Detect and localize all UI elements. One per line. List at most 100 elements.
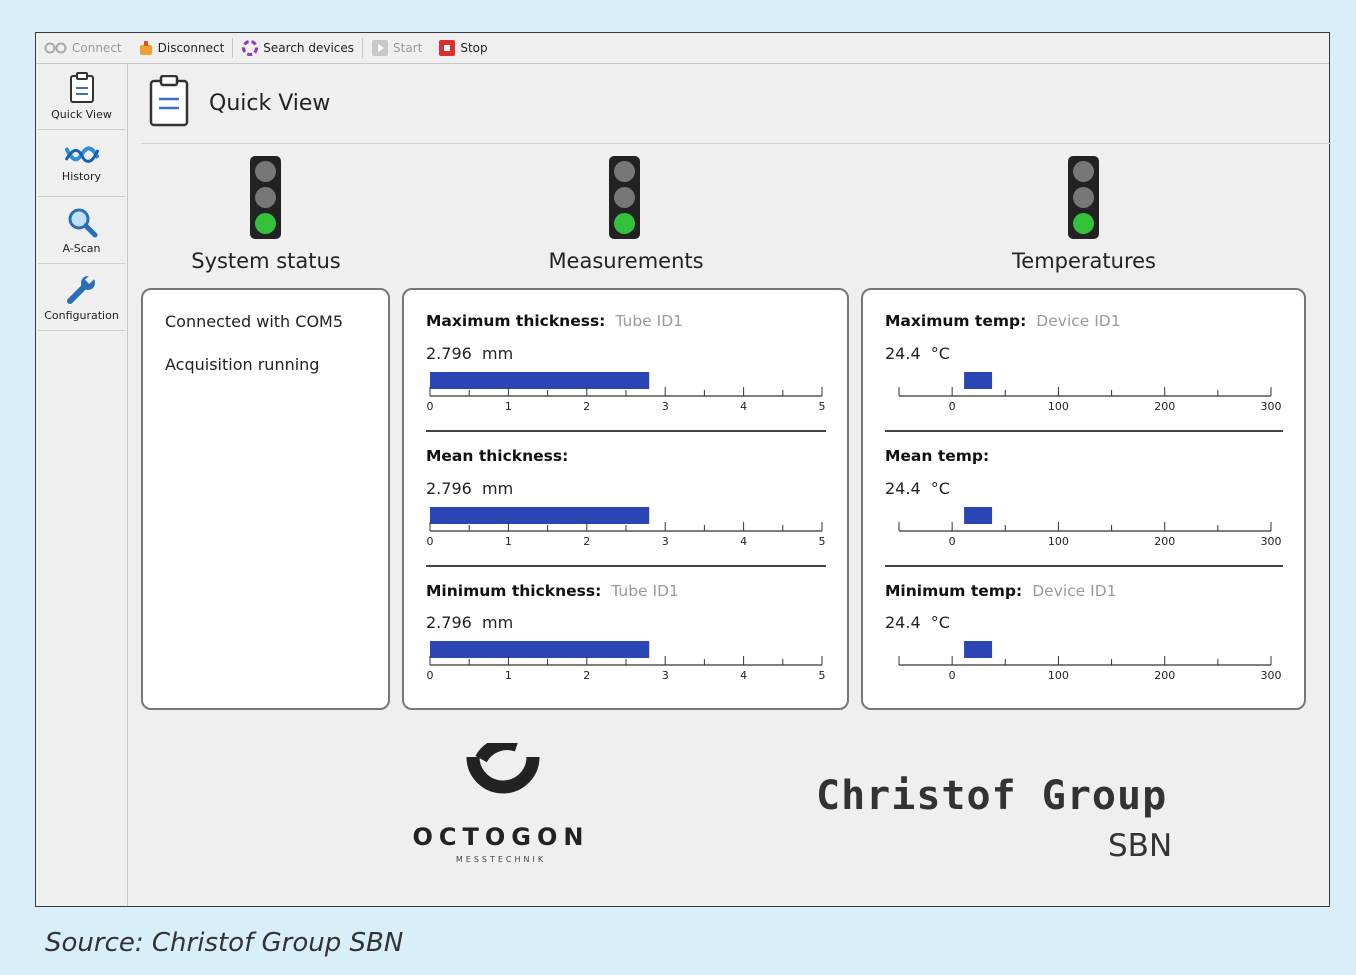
divider: [885, 565, 1283, 567]
app-window: Connect Disconnect Search devices Start: [35, 32, 1331, 907]
section-title-temperatures: Temperatures: [1012, 249, 1156, 273]
start-button[interactable]: Start: [363, 33, 430, 63]
lamp-green: [614, 213, 635, 234]
gauge-tick-label: 4: [740, 400, 747, 413]
temperatures-status-light: [1068, 156, 1099, 239]
min-temp-label: Minimum temp: Device ID1: [885, 582, 1117, 600]
gauge-tick-label: 0: [949, 669, 956, 682]
sidebar-item-history[interactable]: History: [38, 130, 125, 197]
gauge-tick-label: 3: [662, 669, 669, 682]
gauge-tick-label: 100: [1048, 400, 1069, 413]
gauge-tick-label: 100: [1048, 669, 1069, 682]
gauge-tick-label: 0: [427, 669, 434, 682]
search-devices-label: Search devices: [263, 41, 355, 55]
max-temp-value: 24.4 °C: [885, 344, 950, 363]
gauge-tick-label: 200: [1154, 535, 1175, 548]
gauge-tick-label: 300: [1261, 535, 1282, 548]
clipboard-icon: [69, 71, 94, 103]
gauge-tick-label: 4: [740, 669, 747, 682]
lamp-yellow: [1073, 187, 1094, 208]
gauge-bar: [964, 507, 993, 524]
min-temp-device: Device ID1: [1032, 582, 1117, 600]
octogon-subtitle: MESSTECHNIK: [456, 855, 546, 864]
connect-icon: [44, 42, 68, 54]
gauge-tick-label: 300: [1261, 669, 1282, 682]
mean-thickness-gauge: 0 1 2 3 4 5: [427, 507, 826, 548]
min-thickness-title: Minimum thickness:: [426, 582, 602, 600]
min-temp-title: Minimum temp:: [885, 582, 1023, 600]
christof-group-logo: Christof Group: [816, 773, 1168, 819]
lamp-green: [255, 213, 276, 234]
section-title-system: System status: [191, 249, 341, 273]
mean-temp-title: Mean temp:: [885, 447, 990, 465]
gauge-tick-label: 0: [949, 400, 956, 413]
search-devices-icon: [241, 39, 259, 57]
sbn-logo: SBN: [1108, 828, 1173, 864]
max-thickness-value: 2.796 mm: [426, 344, 514, 363]
min-thickness-device: Tube ID1: [611, 582, 679, 600]
divider: [426, 430, 826, 432]
mean-thickness-title: Mean thickness:: [426, 447, 569, 465]
max-temp-label: Maximum temp: Device ID1: [885, 312, 1121, 330]
toolbar-separator: [362, 38, 364, 58]
sidebar-item-label: Quick View: [51, 107, 112, 121]
section-title-measurements: Measurements: [548, 249, 704, 273]
sidebar: Quick View History A-Scan Configuration: [36, 63, 128, 906]
lamp-yellow: [614, 187, 635, 208]
stop-icon: [438, 39, 456, 57]
max-thickness-device: Tube ID1: [615, 312, 683, 330]
gauge-bar: [430, 641, 650, 658]
gauge-tick-label: 5: [819, 535, 826, 548]
search-devices-button[interactable]: Search devices: [233, 33, 362, 63]
sidebar-item-a-scan[interactable]: A-Scan: [38, 197, 125, 264]
min-thickness-gauge: 0 1 2 3 4 5: [427, 641, 826, 682]
gauge-tick-label: 1: [505, 669, 512, 682]
stop-button[interactable]: Stop: [430, 33, 495, 63]
measurements-status-light: [609, 156, 640, 239]
min-temp-gauge: 0 100 200 300: [898, 641, 1282, 682]
wrench-icon: [66, 273, 95, 304]
max-thickness-label: Maximum thickness: Tube ID1: [426, 312, 683, 330]
lamp-yellow: [255, 187, 276, 208]
page-header: Quick View: [141, 63, 1331, 144]
min-thickness-label: Minimum thickness: Tube ID1: [426, 582, 679, 600]
gauge-tick-label: 3: [662, 400, 669, 413]
connect-button[interactable]: Connect: [36, 33, 130, 63]
gauge-bar: [430, 372, 650, 389]
lamp-green: [1073, 213, 1094, 234]
gauge-bar: [964, 372, 993, 389]
gauge-tick-label: 100: [1048, 535, 1069, 548]
gauge-tick-label: 200: [1154, 400, 1175, 413]
max-thickness-title: Maximum thickness:: [426, 312, 606, 330]
gauge-tick-label: 1: [505, 400, 512, 413]
toolbar: Connect Disconnect Search devices Start: [36, 33, 1329, 64]
play-icon: [371, 39, 389, 57]
divider: [885, 430, 1283, 432]
mean-thickness-value: 2.796 mm: [426, 479, 514, 498]
gauge-tick-label: 1: [505, 535, 512, 548]
max-temp-title: Maximum temp:: [885, 312, 1027, 330]
connect-label: Connect: [72, 41, 122, 55]
toolbar-separator: [232, 38, 234, 58]
status-connection: Connected with COM5: [165, 312, 344, 331]
lamp-red: [1073, 161, 1094, 182]
sidebar-item-configuration[interactable]: Configuration: [38, 264, 125, 331]
mean-thickness-label: Mean thickness:: [426, 447, 568, 465]
page-title: Quick View: [209, 91, 331, 116]
octogon-logo: OCTOGON MESSTECHNIK: [413, 743, 583, 864]
gauge-tick-label: 4: [740, 535, 747, 548]
mean-temp-label: Mean temp:: [885, 447, 989, 465]
gauge-tick-label: 200: [1154, 669, 1175, 682]
gauge-tick-label: 5: [819, 400, 826, 413]
source-caption: Source: Christof Group SBN: [45, 928, 404, 958]
disconnect-button[interactable]: Disconnect: [130, 33, 233, 63]
gauge-tick-label: 0: [949, 535, 956, 548]
min-thickness-value: 2.796 mm: [426, 613, 514, 632]
sidebar-item-quick-view[interactable]: Quick View: [38, 63, 125, 130]
temperatures-panel: Maximum temp: Device ID1 24.4 °C 0 100 200 3…: [861, 288, 1306, 710]
lamp-red: [614, 161, 635, 182]
sidebar-item-label: Configuration: [44, 308, 119, 322]
max-temp-gauge: 0 100 200 300: [898, 372, 1282, 413]
gauge-tick-label: 3: [662, 535, 669, 548]
mean-temp-gauge: 0 100 200 300: [898, 507, 1282, 548]
